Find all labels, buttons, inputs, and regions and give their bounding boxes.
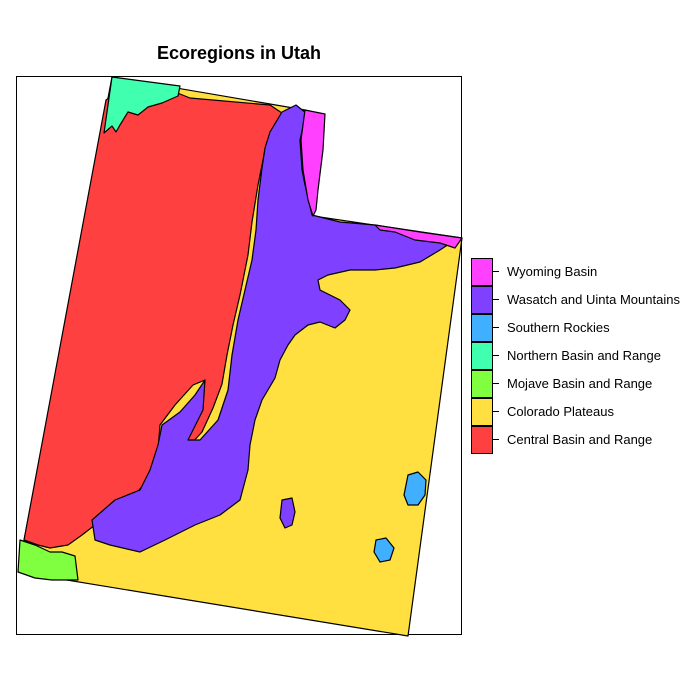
legend-label: Southern Rockies [507,320,610,335]
legend-swatch [471,426,493,454]
legend-item-mojave-basin: Mojave Basin and Range [471,370,696,398]
region-wyoming-basin-strip [374,224,463,249]
legend-swatch [471,258,493,286]
legend-tick [493,383,499,384]
legend-item-central-basin: Central Basin and Range [471,426,696,454]
legend-label: Wyoming Basin [507,264,598,279]
legend-label: Central Basin and Range [507,432,653,447]
legend-tick [493,299,499,300]
legend-tick [493,411,499,412]
legend-label: Colorado Plateaus [507,404,614,419]
legend-swatch [471,314,493,342]
legend-item-southern-rockies: Southern Rockies [471,314,696,342]
region-northern-basin-and-range [103,76,181,134]
legend-label: Northern Basin and Range [507,348,661,363]
legend-tick [493,327,499,328]
legend-swatch [471,342,493,370]
map-title: Ecoregions in Utah [156,43,322,63]
legend-label: Mojave Basin and Range [507,376,653,391]
region-wasatch-outlier [279,497,296,529]
legend-tick [493,355,499,356]
region-southern-rockies-2 [373,537,395,563]
region-southern-rockies-1 [403,471,427,506]
region-mojave-basin-and-range [17,539,79,581]
legend-item-wasatch-uinta: Wasatch and Uinta Mountains [471,286,696,314]
legend-item-northern-basin: Northern Basin and Range [471,342,696,370]
legend-swatch [471,398,493,426]
legend-item-wyoming-basin: Wyoming Basin [471,258,696,286]
map-panel [16,76,462,635]
legend-swatch [471,286,493,314]
legend-swatch [471,370,493,398]
legend-item-colorado-plateaus: Colorado Plateaus [471,398,696,426]
legend-label: Wasatch and Uinta Mountains [507,292,680,307]
legend-tick [493,439,499,440]
legend-tick [493,271,499,272]
region-wyoming-basin [300,109,326,217]
